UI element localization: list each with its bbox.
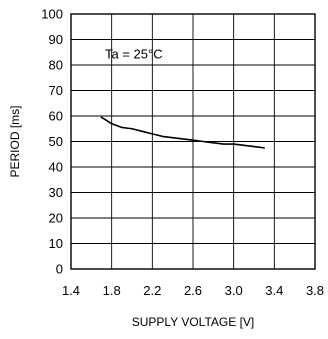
series-line xyxy=(100,116,265,149)
x-axis-ticks: 1.4 1.8 2.2 2.6 3.0 3.4 3.8 xyxy=(62,283,324,298)
x-tick-label: 3.8 xyxy=(306,283,324,298)
grid-lines xyxy=(71,14,315,269)
x-axis-label: SUPPLY VOLTAGE [V] xyxy=(132,315,255,329)
x-tick-label: 3.4 xyxy=(265,283,283,298)
y-tick-label: 50 xyxy=(49,134,63,149)
y-tick-label: 90 xyxy=(49,32,63,47)
y-axis-ticks: 0 10 20 30 40 50 60 70 80 90 100 xyxy=(41,7,63,277)
temperature-annotation: Ta = 25°C xyxy=(105,47,163,62)
series-layer xyxy=(100,116,265,149)
x-tick-label: 2.6 xyxy=(184,283,202,298)
y-tick-label: 10 xyxy=(49,236,63,251)
y-tick-label: 0 xyxy=(56,262,63,277)
x-tick-label: 1.4 xyxy=(62,283,80,298)
y-tick-label: 40 xyxy=(49,160,63,175)
y-tick-label: 100 xyxy=(41,7,63,22)
x-tick-label: 1.8 xyxy=(103,283,121,298)
y-axis-label: PERIOD [ms] xyxy=(8,105,22,177)
y-tick-label: 70 xyxy=(49,83,63,98)
x-tick-label: 2.2 xyxy=(143,283,161,298)
x-tick-label: 3.0 xyxy=(225,283,243,298)
y-tick-label: 30 xyxy=(49,185,63,200)
y-tick-label: 60 xyxy=(49,109,63,124)
y-tick-label: 20 xyxy=(49,211,63,226)
y-tick-label: 80 xyxy=(49,58,63,73)
plot-frame xyxy=(70,13,316,270)
